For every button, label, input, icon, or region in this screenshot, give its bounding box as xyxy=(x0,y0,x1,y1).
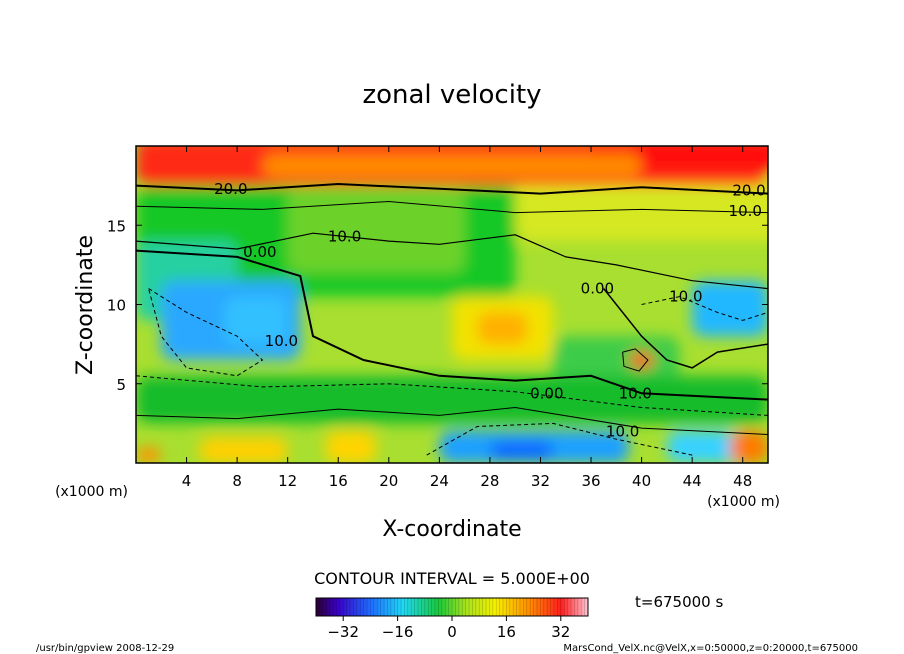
x-ticks: 4 8 12 16 20 24 28 32 36 40 44 48 xyxy=(182,146,752,490)
field-patch xyxy=(224,296,288,345)
x-tick-label: 20 xyxy=(379,472,398,490)
field-patch xyxy=(262,153,642,178)
x-tick-label: 32 xyxy=(531,472,550,490)
field-patch xyxy=(136,447,162,463)
contour-label: 20.0 xyxy=(214,180,247,198)
y-unit-label: (x1000 m) xyxy=(55,484,128,500)
field-patch xyxy=(136,375,768,424)
contour-label: 0.00 xyxy=(243,243,276,261)
contour-line xyxy=(641,296,768,321)
contour-label: 0.00 xyxy=(530,384,563,402)
time-label: t=675000 s xyxy=(635,593,723,611)
field-patch xyxy=(325,431,377,463)
contour-label: 20.0 xyxy=(732,181,765,199)
x-axis-label: X-coordinate xyxy=(382,517,521,542)
field-patch xyxy=(553,336,680,384)
y-tick-label: 15 xyxy=(107,217,126,235)
footer-left: /usr/bin/gpview 2008-12-29 xyxy=(36,643,174,654)
contour-line xyxy=(603,288,768,369)
contour-lines xyxy=(136,182,768,456)
contour-line xyxy=(136,406,768,435)
x-tick-label: 24 xyxy=(430,472,449,490)
colorbar: −32 −16 0 16 32 xyxy=(315,597,589,641)
colorbar-tick-label: −16 xyxy=(382,623,414,641)
x-tick-label: 28 xyxy=(480,472,499,490)
contour-labels: 20.0 20.0 10.0 10.0 0.00 0.00 10.0 10.0 0.00 10.0… xyxy=(214,180,766,441)
colorbar-ticks: −32 −16 0 16 32 xyxy=(327,616,570,641)
contour-line xyxy=(622,348,649,372)
field-patch xyxy=(515,177,768,242)
x-tick-label: 44 xyxy=(683,472,702,490)
plot-area: 20.0 20.0 10.0 10.0 0.00 0.00 10.0 10.0 0.00 10.0… xyxy=(107,145,769,490)
x-unit-label: (x1000 m) xyxy=(707,494,780,510)
colorbar-tick-label: 32 xyxy=(551,623,570,641)
contour-label: 10.0 xyxy=(265,332,298,350)
contour-label: 10.0 xyxy=(619,384,652,402)
contour-line xyxy=(136,200,768,214)
x-tick-label: 4 xyxy=(182,472,192,490)
contour-line xyxy=(136,182,768,195)
colorbar-tick-label: 16 xyxy=(497,623,516,641)
contour-label: 10.0 xyxy=(729,202,762,220)
contour-line xyxy=(136,375,768,416)
contour-line xyxy=(148,288,264,377)
velocity-field xyxy=(136,146,768,463)
y-tick-label: 5 xyxy=(116,376,126,394)
chart-title: zonal velocity xyxy=(362,80,541,110)
y-ticks: 5 10 15 xyxy=(107,217,768,394)
x-tick-label: 8 xyxy=(232,472,242,490)
field-patch xyxy=(477,312,528,345)
contour-line xyxy=(426,422,693,456)
contour-label: 10.0 xyxy=(606,422,639,440)
y-axis-label: Z-coordinate xyxy=(73,235,98,375)
contour-interval-text: CONTOUR INTERVAL = 5.000E+00 xyxy=(314,569,590,588)
field-patch xyxy=(199,437,288,463)
colorbar-tick-label: −32 xyxy=(327,623,359,641)
contour-line xyxy=(136,232,768,290)
footer-right: MarsCond_VelX.nc@VelX,x=0:50000,z=0:2000… xyxy=(563,643,858,654)
contour-label: 10.0 xyxy=(669,288,702,306)
x-tick-label: 40 xyxy=(632,472,651,490)
colorbar-tick-label: 0 xyxy=(447,623,457,641)
x-tick-label: 12 xyxy=(278,472,297,490)
field-patch xyxy=(628,352,655,368)
field-patch xyxy=(489,442,554,459)
field-patch xyxy=(730,431,768,463)
y-tick-label: 10 xyxy=(107,297,126,315)
contour-label: 10.0 xyxy=(328,227,361,245)
field-patch xyxy=(692,280,768,337)
colorbar-stripes xyxy=(319,598,585,616)
x-tick-label: 36 xyxy=(581,472,600,490)
field-patch xyxy=(287,177,465,273)
contour-line xyxy=(136,249,768,401)
contour-label: 0.00 xyxy=(581,280,614,298)
x-tick-label: 48 xyxy=(733,472,752,490)
x-tick-label: 16 xyxy=(329,472,348,490)
